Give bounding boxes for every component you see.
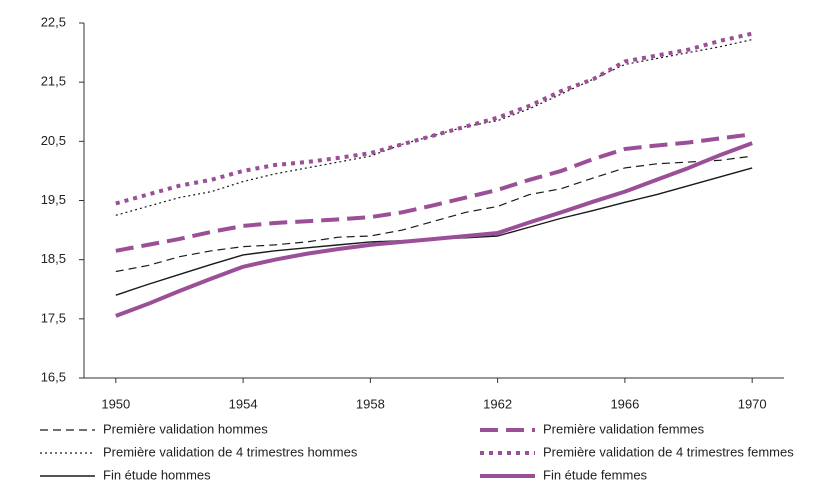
series-line [115, 132, 753, 253]
legend-label: Fin étude femmes [543, 467, 648, 482]
legend-label: Première validation de 4 trimestres homm… [103, 444, 358, 459]
x-tick-label: 1962 [483, 396, 512, 411]
y-tick-label: 16,5 [41, 369, 66, 384]
legend-label: Fin étude hommes [103, 467, 211, 482]
x-tick-label: 1958 [356, 396, 385, 411]
series-line [115, 31, 753, 206]
legend-label: Première validation hommes [103, 421, 268, 436]
y-tick-label: 18,5 [41, 251, 66, 266]
y-tick-label: 19,5 [41, 192, 66, 207]
x-tick-label: 1970 [738, 396, 767, 411]
series-line [115, 38, 753, 216]
x-tick-label: 1954 [229, 396, 258, 411]
y-tick-label: 20,5 [41, 133, 66, 148]
y-tick-label: 22,5 [41, 14, 66, 29]
x-tick-label: 1966 [610, 396, 639, 411]
series-line [115, 141, 753, 318]
legend-label: Première validation femmes [543, 421, 705, 436]
legend-label: Première validation de 4 trimestres femm… [543, 444, 794, 459]
y-tick-label: 17,5 [41, 310, 66, 325]
y-tick-label: 21,5 [41, 74, 66, 89]
series-line [115, 155, 753, 273]
x-tick-label: 1950 [101, 396, 130, 411]
series-line [115, 167, 753, 296]
